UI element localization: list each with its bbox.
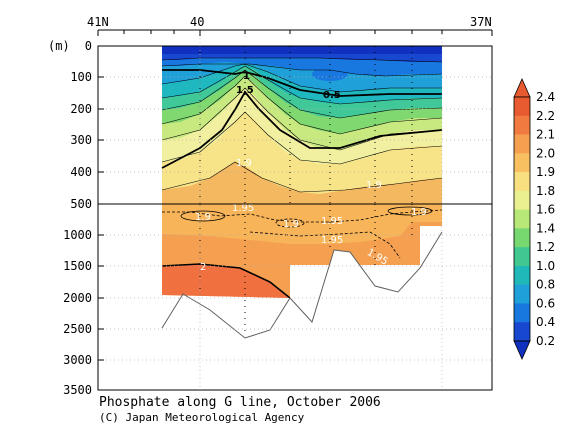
colorbar-label: 1.4 — [536, 221, 555, 235]
contour-label: 1.95 — [321, 235, 343, 246]
colorbar-label: 2.4 — [536, 90, 555, 104]
colorbar-swatch — [514, 284, 530, 304]
colorbar-label: 0.8 — [536, 278, 555, 292]
colorbar-swatch — [514, 134, 530, 154]
colorbar-label: 0.2 — [536, 334, 555, 348]
colorbar-swatch — [514, 265, 530, 286]
y-tick-label: 3500 — [63, 383, 92, 397]
colorbar-label: 1.2 — [536, 240, 555, 254]
contour-label: 2 — [200, 262, 206, 273]
colorbar-swatch — [514, 115, 530, 136]
colorbar-label: 0.6 — [536, 296, 555, 310]
colorbar-label: 1.9 — [536, 165, 555, 179]
y-tick-label: 200 — [70, 102, 92, 116]
colorbar-swatch — [514, 322, 530, 342]
grid-lines — [98, 30, 492, 390]
colorbar-label: 1.0 — [536, 259, 555, 273]
colorbar-swatch — [514, 190, 530, 211]
colorbar-label: 2.1 — [536, 128, 555, 142]
colorbar-label: 1.8 — [536, 184, 555, 198]
contour-label: 1.9 — [236, 158, 252, 169]
contour-label: 1.5 — [236, 85, 254, 96]
contour-label: 1.9 — [411, 207, 427, 218]
colorbar-label: 1.6 — [536, 203, 555, 217]
y-tick-label: 3000 — [63, 353, 92, 367]
colorbar-label: 2.0 — [536, 146, 555, 160]
y-tick-label: 1000 — [63, 228, 92, 242]
lower-panel-field — [162, 204, 442, 298]
colorbar-swatch — [514, 303, 530, 323]
y-tick-label: 2500 — [63, 322, 92, 336]
contour-label: 1 — [243, 71, 250, 82]
y-axis-unit: (m) — [48, 39, 70, 53]
y-tick-label: 0 — [85, 39, 92, 53]
y-tick-labels: 0 100 200 300 400 500 1000 1500 2000 250… — [63, 39, 92, 397]
x-tick-label: 41N — [87, 15, 109, 29]
colorbar: 2.4 2.2 2.1 2.0 1.9 1.8 1.6 1.4 1.2 1.0 0.8 0.6 0.4 0… — [513, 78, 555, 360]
contour-label: 1.95 — [232, 203, 254, 214]
lower-panel-contours — [161, 206, 443, 299]
axes-frame — [97, 29, 493, 391]
contour-label: 1.95 — [321, 216, 343, 227]
colorbar-frame — [513, 96, 531, 342]
colorbar-top-arrow — [513, 78, 531, 98]
contour-label: 0.5 — [323, 90, 341, 101]
y-tick-label: 400 — [70, 165, 92, 179]
y-tick-label: 500 — [70, 197, 92, 211]
credit-text: (C) Japan Meteorological Agency — [99, 411, 305, 424]
colorbar-swatch — [514, 172, 530, 192]
colorbar-swatch — [514, 209, 530, 229]
colorbar-swatch — [514, 228, 530, 248]
colorbar-swatch — [514, 153, 530, 173]
seafloor-outline — [161, 226, 443, 339]
colorbar-swatch — [514, 247, 530, 267]
left-axis-ticks — [98, 45, 104, 361]
contour-label: 1.9 — [195, 212, 211, 223]
x-tick-label: 37N — [470, 15, 492, 29]
contour-label: 1.9 — [366, 180, 382, 191]
upper-panel-thick-contours — [161, 69, 443, 169]
chart-title: Phosphate along G line, October 2006 — [99, 395, 381, 410]
station-markers — [199, 46, 413, 335]
y-tick-label: 300 — [70, 133, 92, 147]
x-tick-label: 40 — [190, 15, 204, 29]
y-tick-label: 100 — [70, 70, 92, 84]
colorbar-label: 2.2 — [536, 109, 555, 123]
colorbar-label: 0.4 — [536, 315, 555, 329]
colorbar-swatch — [514, 97, 530, 117]
y-tick-label: 2000 — [63, 291, 92, 305]
top-axis-ticks — [97, 30, 493, 36]
contour-label: 1.9 — [283, 219, 299, 230]
y-tick-label: 1500 — [63, 259, 92, 273]
colorbar-bottom-arrow — [513, 340, 531, 360]
